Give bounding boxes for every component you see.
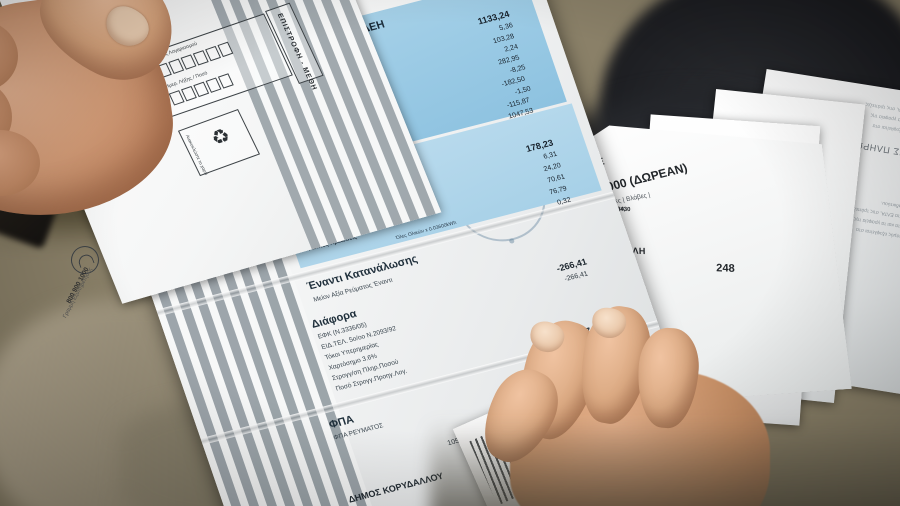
background-bottom-shadow — [430, 420, 900, 506]
deh-watermark-dot — [508, 237, 515, 244]
left-hand — [0, 0, 250, 260]
